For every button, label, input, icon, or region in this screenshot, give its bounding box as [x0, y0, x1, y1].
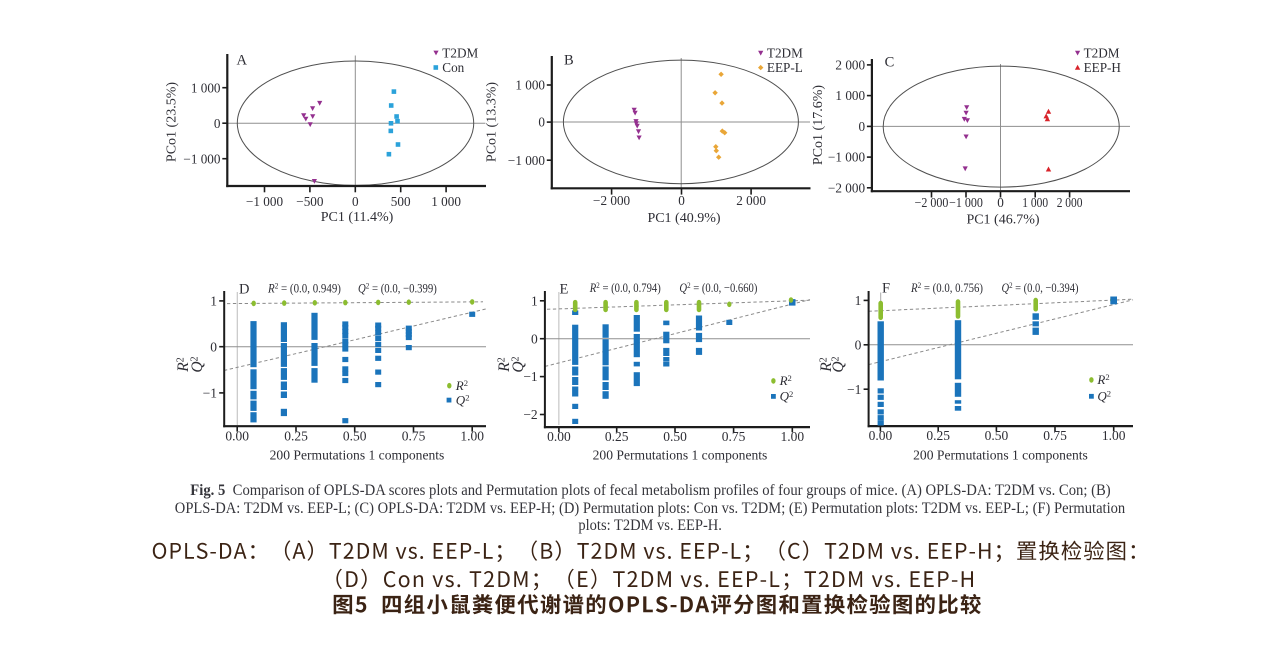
svg-text:Q2: Q2 — [780, 389, 794, 404]
svg-text:−1: −1 — [203, 386, 217, 401]
svg-text:500: 500 — [391, 194, 411, 209]
svg-text:0.50: 0.50 — [985, 428, 1009, 443]
svg-text:−500: −500 — [296, 194, 324, 209]
svg-text:PCo1 (17.6%): PCo1 (17.6%) — [811, 85, 826, 165]
svg-text:PCo1 (23.5%): PCo1 (23.5%) — [165, 82, 180, 162]
svg-text:1: 1 — [855, 293, 862, 308]
svg-text:Q2: Q2 — [189, 356, 206, 372]
svg-text:R2 = (0.0, 0.756): R2 = (0.0, 0.756) — [910, 280, 983, 295]
svg-text:−1 000: −1 000 — [183, 151, 221, 166]
svg-text:Con: Con — [442, 60, 464, 75]
svg-text:PC1 (40.9%): PC1 (40.9%) — [647, 211, 720, 226]
svg-text:1 000: 1 000 — [191, 80, 221, 95]
svg-text:0.00: 0.00 — [225, 428, 249, 443]
svg-text:2 000: 2 000 — [736, 193, 766, 208]
svg-text:−1 000: −1 000 — [949, 195, 983, 210]
svg-text:−1: −1 — [847, 382, 861, 397]
svg-text:plots: T2DM vs. EEP-H.: plots: T2DM vs. EEP-H. — [578, 517, 722, 534]
svg-text:D: D — [239, 282, 249, 298]
svg-text:Q2: Q2 — [456, 392, 470, 407]
svg-text:C: C — [885, 54, 895, 70]
svg-text:−1 000: −1 000 — [828, 150, 866, 165]
svg-text:0.00: 0.00 — [869, 428, 893, 443]
svg-text:Q2: Q2 — [830, 356, 847, 372]
svg-text:Q2 = (0.0, −0.399): Q2 = (0.0, −0.399) — [358, 281, 437, 296]
svg-text:200 Permutations 1 components: 200 Permutations 1 components — [593, 448, 768, 463]
svg-text:Q2 = (0.0, −0.660): Q2 = (0.0, −0.660) — [679, 280, 757, 295]
svg-text:0.25: 0.25 — [926, 428, 950, 443]
svg-text:1 000: 1 000 — [1022, 195, 1048, 210]
svg-text:F: F — [882, 281, 890, 297]
svg-text:B: B — [564, 53, 574, 69]
svg-text:0: 0 — [678, 193, 685, 208]
svg-text:Q2 = (0.0, −0.394): Q2 = (0.0, −0.394) — [1002, 280, 1079, 295]
svg-text:0.75: 0.75 — [1043, 428, 1067, 443]
svg-text:200 Permutations 1 components: 200 Permutations 1 components — [270, 448, 445, 463]
svg-text:−2 000: −2 000 — [828, 180, 866, 195]
svg-text:0.00: 0.00 — [547, 429, 571, 444]
svg-text:−1: −1 — [523, 369, 537, 384]
svg-text:R2: R2 — [1096, 372, 1109, 387]
svg-text:EEP-L: EEP-L — [767, 60, 803, 75]
svg-text:1.00: 1.00 — [1102, 428, 1126, 443]
svg-text:R2 = (0.0, 0.794): R2 = (0.0, 0.794) — [589, 280, 661, 295]
svg-text:−2: −2 — [523, 407, 537, 422]
svg-text:PC1 (46.7%): PC1 (46.7%) — [966, 213, 1039, 228]
svg-text:T2DM: T2DM — [442, 45, 478, 60]
svg-text:1 000: 1 000 — [515, 78, 545, 93]
svg-text:0.50: 0.50 — [343, 428, 367, 443]
svg-text:0: 0 — [859, 119, 866, 134]
svg-text:E: E — [560, 282, 569, 298]
svg-text:R2: R2 — [175, 357, 192, 373]
svg-text:PC1 (11.4%): PC1 (11.4%) — [321, 210, 394, 225]
svg-text:0: 0 — [214, 116, 221, 131]
svg-text:EEP-H: EEP-H — [1084, 60, 1122, 75]
svg-text:T2DM: T2DM — [1084, 45, 1120, 60]
svg-text:0: 0 — [997, 195, 1004, 210]
svg-text:2 000: 2 000 — [1057, 195, 1083, 210]
svg-text:R2: R2 — [455, 378, 468, 393]
svg-text:−2 000: −2 000 — [915, 195, 949, 210]
svg-text:0: 0 — [352, 194, 359, 209]
svg-text:0: 0 — [538, 115, 545, 130]
svg-text:R2 = (0.0, 0.949): R2 = (0.0, 0.949) — [267, 281, 341, 296]
svg-text:200 Permutations 1 components: 200 Permutations 1 components — [913, 448, 1088, 463]
svg-text:0.50: 0.50 — [663, 429, 687, 444]
svg-text:−1 000: −1 000 — [508, 153, 546, 168]
svg-text:Q2: Q2 — [1097, 389, 1111, 404]
svg-text:R2: R2 — [779, 373, 792, 388]
svg-text:0.75: 0.75 — [722, 429, 746, 444]
svg-text:0: 0 — [531, 331, 538, 346]
svg-text:0: 0 — [210, 339, 217, 354]
svg-text:0.25: 0.25 — [284, 428, 308, 443]
svg-text:0.75: 0.75 — [402, 428, 426, 443]
svg-text:PCo1 (13.3%): PCo1 (13.3%) — [485, 82, 500, 162]
svg-text:−1 000: −1 000 — [246, 194, 284, 209]
svg-text:OPLS-DA: T2DM vs. EEP-L; (C) O: OPLS-DA: T2DM vs. EEP-L; (C) OPLS-DA: T2… — [175, 500, 1126, 517]
svg-text:1: 1 — [210, 294, 217, 309]
svg-text:T2DM: T2DM — [767, 45, 803, 60]
svg-text:R2: R2 — [496, 357, 513, 373]
svg-text:1.00: 1.00 — [780, 429, 804, 444]
svg-text:1 000: 1 000 — [431, 194, 461, 209]
svg-text:R2: R2 — [818, 357, 835, 373]
svg-text:−2 000: −2 000 — [593, 193, 631, 208]
svg-text:0.25: 0.25 — [605, 429, 629, 444]
svg-text:Fig. 5 Comparison of OPLS-DA s: Fig. 5 Comparison of OPLS-DA scores plot… — [190, 482, 1110, 499]
svg-text:1: 1 — [531, 293, 538, 308]
svg-text:1.00: 1.00 — [460, 428, 484, 443]
svg-text:2 000: 2 000 — [835, 58, 865, 73]
svg-text:A: A — [237, 53, 248, 69]
svg-text:0: 0 — [855, 337, 862, 352]
svg-text:Q2: Q2 — [510, 356, 527, 372]
svg-text:1 000: 1 000 — [835, 88, 865, 103]
